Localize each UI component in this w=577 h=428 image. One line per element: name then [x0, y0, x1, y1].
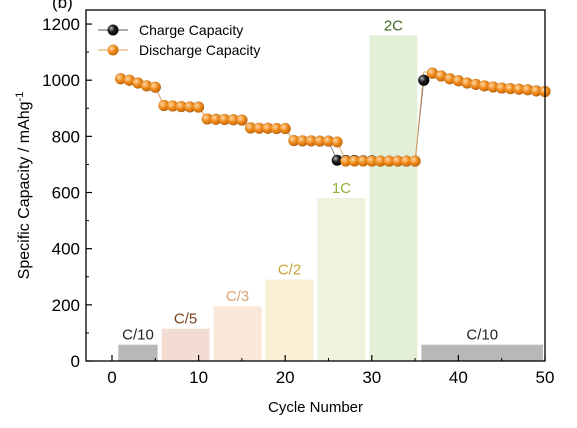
- rate-bar-4: [318, 198, 366, 361]
- discharge-point: [236, 115, 247, 126]
- x-tick-label: 30: [362, 368, 381, 387]
- plot-frame: [86, 10, 545, 361]
- discharge-point: [193, 102, 204, 113]
- x-axis-title: Cycle Number: [268, 399, 363, 416]
- legend-label: Charge Capacity: [139, 22, 243, 38]
- discharge-point: [410, 156, 421, 167]
- x-tick-label: 40: [449, 368, 468, 387]
- rate-label-5: 2C: [384, 17, 403, 34]
- legend-label: Discharge Capacity: [139, 42, 260, 58]
- y-axis-title-superscript: -1: [14, 92, 26, 102]
- legend: Charge Capacity Discharge Capacity: [98, 22, 260, 58]
- rate-label-2: C/3: [226, 288, 249, 305]
- series-layer: [115, 68, 550, 167]
- y-tick-label: 400: [52, 240, 80, 259]
- legend-marker: [108, 25, 119, 36]
- x-tick-label: 0: [107, 368, 116, 387]
- x-tick-label: 50: [536, 368, 555, 387]
- discharge-point: [280, 123, 291, 134]
- y-tick-label: 0: [71, 352, 80, 371]
- rate-bar-5: [369, 35, 417, 361]
- discharge-point: [332, 136, 343, 147]
- x-tick-label: 20: [276, 368, 295, 387]
- rate-label-1: C/5: [174, 311, 197, 328]
- x-tick-label: 10: [189, 368, 208, 387]
- legend-marker: [108, 45, 119, 56]
- y-axis-title: Specific Capacity / mAhg-1: [14, 92, 33, 280]
- rate-bar-1: [162, 329, 210, 361]
- rate-bar-3: [266, 280, 314, 361]
- y-tick-label: 600: [52, 184, 80, 203]
- charge-point: [418, 75, 429, 86]
- rate-label-3: C/2: [278, 262, 301, 279]
- rate-label-6: C/10: [466, 327, 498, 344]
- rate-label-4: 1C: [332, 180, 351, 197]
- rate-bar-2: [214, 306, 262, 361]
- rate-bar-6: [421, 345, 543, 361]
- rate-bar-0: [118, 345, 157, 361]
- y-tick-label: 1000: [42, 71, 80, 90]
- panel-label: (b): [52, 0, 73, 12]
- discharge-point: [150, 82, 161, 93]
- y-tick-label: 800: [52, 127, 80, 146]
- y-tick-label: 1200: [42, 15, 80, 34]
- rate-label-0: C/10: [122, 327, 154, 344]
- y-tick-label: 200: [52, 296, 80, 315]
